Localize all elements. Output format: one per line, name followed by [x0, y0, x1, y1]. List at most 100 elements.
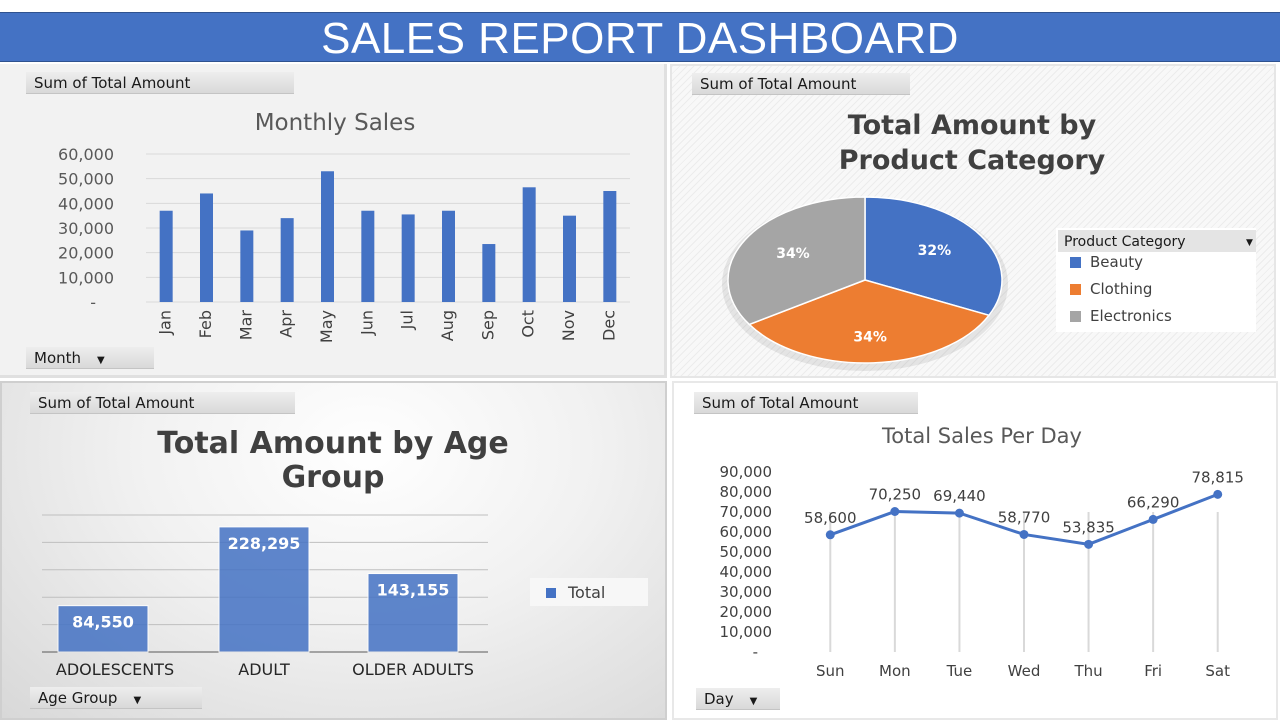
value-field-button[interactable]: Sum of Total Amount	[26, 72, 294, 94]
age-group-field-label: Age Group	[38, 689, 118, 707]
y-tick-label: 10,000	[720, 623, 773, 641]
bar[interactable]	[563, 215, 576, 302]
bar-data-label: 228,295	[228, 534, 301, 553]
legend-label: Electronics	[1090, 307, 1172, 325]
point-data-label: 53,835	[1062, 518, 1115, 536]
bar[interactable]	[280, 218, 294, 302]
age-group-field-button[interactable]: Age Group ▼	[30, 687, 202, 709]
legend-swatch	[1070, 284, 1081, 295]
dropdown-arrow-icon: ▼	[133, 695, 142, 706]
pie-slice[interactable]	[747, 279, 991, 364]
value-field-button[interactable]: Sum of Total Amount	[30, 392, 295, 414]
legend-swatch	[1070, 257, 1081, 268]
line-point[interactable]	[1148, 514, 1158, 524]
age-group-chart: Total Amount by Age Group 84,550 228,295 1…	[42, 426, 648, 679]
dropdown-arrow-icon: ▼	[749, 696, 758, 707]
line-point[interactable]	[890, 507, 900, 516]
value-field-button[interactable]: Sum of Total Amount	[692, 73, 910, 95]
line-point[interactable]	[1213, 489, 1223, 499]
bar[interactable]	[442, 210, 455, 302]
y-tick-label: 50,000	[58, 170, 114, 189]
y-tick-label: 60,000	[58, 145, 114, 164]
line-point[interactable]	[1019, 529, 1029, 539]
bar[interactable]	[200, 193, 213, 302]
pie-data-label: 34%	[853, 329, 887, 345]
y-tick-label: 90,000	[720, 463, 773, 481]
bar[interactable]	[401, 214, 415, 302]
y-tick-label: 40,000	[58, 194, 114, 213]
x-tick-label: Mon	[879, 662, 911, 680]
point-data-label: 58,770	[998, 508, 1051, 526]
x-tick-label: Jun	[357, 310, 376, 336]
value-field-label: Sum of Total Amount	[38, 394, 195, 412]
chart-title-line-2: Group	[282, 460, 385, 495]
sales-per-day-chart: Total Sales Per Day - 10,000 20,000 30,000 4…	[720, 424, 1244, 680]
y-tick-label: 50,000	[720, 543, 773, 561]
age-group-panel: Sum of Total Amount Total Amount by Age …	[0, 381, 667, 720]
bar[interactable]	[522, 187, 536, 302]
product-category-chart: Total Amount by Product Category 32% 34% 3…	[722, 110, 1256, 371]
month-field-button[interactable]: Month ▼	[26, 347, 154, 369]
y-tick-label: -	[753, 643, 758, 661]
line-point[interactable]	[1084, 539, 1094, 549]
x-tick-label: ADULT	[238, 660, 290, 679]
x-tick-label: OLDER ADULTS	[352, 660, 474, 679]
legend-swatch	[546, 588, 556, 598]
x-tick-label: Fri	[1144, 662, 1162, 680]
line-point[interactable]	[825, 530, 835, 540]
x-tick-label: Aug	[438, 310, 457, 341]
legend-swatch	[1070, 311, 1081, 322]
point-data-label: 70,250	[869, 486, 922, 504]
chart-title: Total Sales Per Day	[881, 424, 1082, 448]
y-tick-label: 60,000	[720, 523, 773, 541]
bar[interactable]	[361, 210, 375, 302]
legend-label: Clothing	[1090, 280, 1152, 298]
y-tick-label: 20,000	[720, 603, 773, 621]
bar[interactable]	[603, 191, 617, 302]
chart-title-line-1: Total Amount by Age	[157, 426, 509, 461]
y-tick-label: 70,000	[720, 503, 773, 521]
bar[interactable]	[57, 605, 149, 653]
legend-field-label: Product Category	[1064, 234, 1186, 250]
pie-slice[interactable]	[864, 196, 1003, 317]
chart-title-line-1: Total Amount by	[848, 110, 1097, 141]
x-tick-label: Dec	[599, 310, 618, 341]
legend-label: Beauty	[1090, 253, 1143, 271]
pie-slice[interactable]	[727, 196, 866, 326]
point-data-label: 58,600	[804, 509, 857, 527]
day-field-button[interactable]: Day ▼	[696, 688, 780, 710]
x-tick-label: Thu	[1073, 662, 1102, 680]
bar[interactable]	[367, 573, 459, 653]
x-tick-label: Apr	[277, 310, 296, 338]
value-field-label: Sum of Total Amount	[34, 74, 191, 92]
bar[interactable]	[159, 210, 173, 302]
dropdown-arrow-icon[interactable]: ▼	[1246, 238, 1253, 248]
value-field-button[interactable]: Sum of Total Amount	[694, 392, 918, 414]
bar[interactable]	[321, 171, 334, 302]
month-field-label: Month	[34, 349, 82, 367]
y-tick-label: 20,000	[58, 244, 114, 263]
y-tick-label: 10,000	[58, 268, 114, 287]
line-point[interactable]	[954, 508, 964, 518]
y-tick-label: 40,000	[720, 563, 773, 581]
x-tick-label: Sun	[816, 662, 845, 680]
legend-label: Total	[567, 583, 605, 602]
y-tick-label: 30,000	[58, 219, 114, 238]
bar[interactable]	[240, 230, 254, 302]
pie-data-label: 32%	[918, 243, 952, 259]
x-tick-label: May	[317, 310, 336, 343]
point-data-label: 66,290	[1127, 493, 1180, 511]
x-tick-label: Tue	[946, 662, 973, 680]
x-tick-label: Wed	[1008, 662, 1041, 680]
bar[interactable]	[482, 244, 496, 302]
pie-data-label: 34%	[776, 246, 810, 262]
day-field-label: Day	[704, 690, 734, 708]
bar-data-label: 143,155	[377, 581, 450, 600]
point-data-label: 69,440	[933, 487, 986, 505]
bar[interactable]	[218, 526, 310, 653]
product-category-panel: Sum of Total Amount Total Amount by Prod…	[670, 64, 1276, 378]
value-field-label: Sum of Total Amount	[700, 75, 857, 93]
legend-field-button[interactable]	[1058, 230, 1256, 252]
value-field-label: Sum of Total Amount	[702, 394, 859, 412]
x-tick-label: Jul	[398, 310, 417, 330]
